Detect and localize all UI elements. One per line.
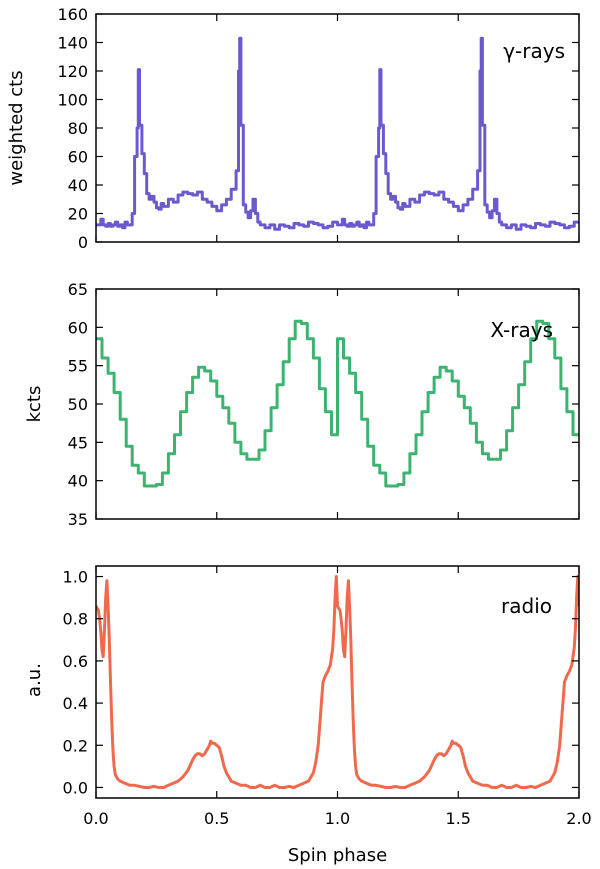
y-tick-label: 140 bbox=[57, 34, 88, 53]
x-tick-label: 2.0 bbox=[566, 809, 591, 828]
y-tick-label: 80 bbox=[68, 119, 88, 138]
y-tick-label: 60 bbox=[68, 318, 88, 337]
y-tick-label: 20 bbox=[68, 205, 88, 224]
y-tick-label: 0.8 bbox=[63, 610, 88, 629]
y-tick-label: 0.0 bbox=[63, 778, 88, 797]
y-tick-label: 40 bbox=[68, 472, 88, 491]
x-tick-label: 0.5 bbox=[204, 809, 229, 828]
y-axis-label: kcts bbox=[24, 386, 45, 423]
panel-label: radio bbox=[501, 594, 552, 618]
y-tick-label: 0.6 bbox=[63, 652, 88, 671]
y-tick-label: 1.0 bbox=[63, 568, 88, 587]
x-tick-label: 1.0 bbox=[325, 809, 350, 828]
x-axis-label: Spin phase bbox=[288, 845, 387, 866]
y-tick-label: 45 bbox=[68, 433, 88, 452]
y-tick-label: 0 bbox=[78, 233, 88, 252]
y-tick-label: 50 bbox=[68, 395, 88, 414]
y-tick-label: 0.4 bbox=[63, 694, 88, 713]
y-tick-label: 100 bbox=[57, 91, 88, 110]
y-tick-label: 65 bbox=[68, 280, 88, 299]
series-line bbox=[96, 319, 579, 488]
x-ray-panel: 35 40 45 50 55 60 65 X-rays kcts bbox=[24, 280, 580, 529]
y-axis-label: weighted cts bbox=[6, 70, 27, 185]
y-tick-label: 55 bbox=[68, 357, 88, 376]
y-axis-label: a.u. bbox=[24, 663, 45, 697]
panel-label: γ-rays bbox=[503, 39, 565, 63]
y-tick-label: 120 bbox=[57, 62, 88, 81]
y-tick-label: 0.2 bbox=[63, 736, 88, 755]
x-tick-label: 1.5 bbox=[446, 809, 471, 828]
gamma-ray-panel: 0 20 40 60 80 100 120 140 160 γ-rays weighted cts bbox=[6, 5, 580, 252]
y-tick-label: 160 bbox=[57, 5, 88, 24]
y-tick-label: 35 bbox=[68, 510, 88, 529]
x-tick-label: 0.0 bbox=[83, 809, 108, 828]
series-line bbox=[96, 575, 579, 789]
y-tick-label: 60 bbox=[68, 148, 88, 167]
panel-label: X-rays bbox=[490, 318, 553, 342]
y-tick-label: 40 bbox=[68, 176, 88, 195]
series-line bbox=[96, 36, 579, 231]
radio-panel: 0.0 0.2 0.4 0.6 0.8 1.0 0.0 0.5 1.0 1.5 2.0 radio a.… bbox=[24, 565, 592, 866]
